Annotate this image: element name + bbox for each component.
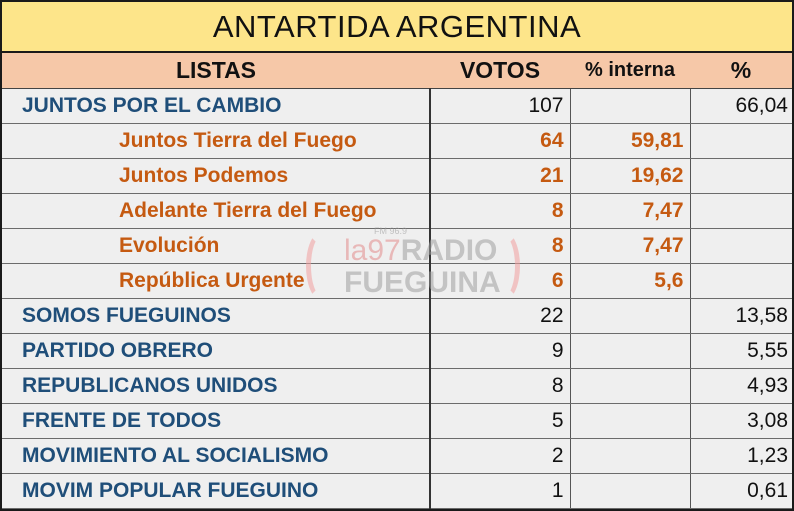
sublist-row: Adelante Tierra del Fuego 8 7,47	[2, 193, 792, 229]
col-header-listas: LISTAS	[2, 52, 430, 89]
list-name: SOMOS FUEGUINOS	[2, 298, 430, 334]
pct-value	[689, 123, 792, 159]
pct-value	[689, 158, 792, 194]
internal-pct-value: 59,81	[569, 123, 690, 159]
table-body: JUNTOS POR EL CAMBIO 107 66,04 Juntos Tierr…	[2, 88, 792, 509]
internal-pct-value	[569, 438, 690, 474]
pct-value: 4,93	[689, 368, 792, 404]
internal-pct-value	[569, 333, 690, 369]
internal-pct-value	[569, 403, 690, 439]
sublist-row: Evolución 8 7,47	[2, 228, 792, 264]
list-name: Juntos Podemos	[2, 158, 430, 194]
party-row: FRENTE DE TODOS 5 3,08	[2, 403, 792, 439]
col-header-interna: % interna	[570, 52, 690, 89]
votes-value: 8	[429, 228, 570, 264]
internal-pct-value: 7,47	[569, 193, 690, 229]
votes-value: 2	[429, 438, 570, 474]
list-name: MOVIMIENTO AL SOCIALISMO	[2, 438, 430, 474]
pct-value: 0,61	[689, 473, 792, 509]
header-row: LISTAS VOTOS % interna %	[2, 52, 792, 89]
party-row: MOVIMIENTO AL SOCIALISMO 2 1,23	[2, 438, 792, 474]
party-row: JUNTOS POR EL CAMBIO 107 66,04	[2, 88, 792, 124]
votes-value: 8	[429, 368, 570, 404]
sublist-row: Juntos Tierra del Fuego 64 59,81	[2, 123, 792, 159]
pct-value: 3,08	[689, 403, 792, 439]
votes-value: 8	[429, 193, 570, 229]
votes-value: 6	[429, 263, 570, 299]
list-name: JUNTOS POR EL CAMBIO	[2, 88, 430, 124]
votes-value: 5	[429, 403, 570, 439]
pct-value: 66,04	[689, 88, 792, 124]
internal-pct-value	[569, 473, 690, 509]
list-name: República Urgente	[2, 263, 430, 299]
votes-value: 1	[429, 473, 570, 509]
sublist-row: República Urgente 6 5,6	[2, 263, 792, 299]
list-name: REPUBLICANOS UNIDOS	[2, 368, 430, 404]
list-name: Juntos Tierra del Fuego	[2, 123, 430, 159]
party-row: PARTIDO OBRERO 9 5,55	[2, 333, 792, 369]
pct-value: 13,58	[689, 298, 792, 334]
party-row: SOMOS FUEGUINOS 22 13,58	[2, 298, 792, 334]
pct-value: 5,55	[689, 333, 792, 369]
votes-value: 21	[429, 158, 570, 194]
internal-pct-value	[569, 298, 690, 334]
party-row: MOVIM POPULAR FUEGUINO 1 0,61	[2, 473, 792, 509]
internal-pct-value: 7,47	[569, 228, 690, 264]
pct-value	[689, 193, 792, 229]
sublist-row: Juntos Podemos 21 19,62	[2, 158, 792, 194]
votes-value: 22	[429, 298, 570, 334]
list-name: PARTIDO OBRERO	[2, 333, 430, 369]
pct-value	[689, 263, 792, 299]
votes-value: 64	[429, 123, 570, 159]
votes-value: 9	[429, 333, 570, 369]
internal-pct-value	[569, 368, 690, 404]
internal-pct-value: 19,62	[569, 158, 690, 194]
internal-pct-value	[569, 88, 690, 124]
internal-pct-value: 5,6	[569, 263, 690, 299]
col-header-votos: VOTOS	[430, 52, 570, 89]
party-row: REPUBLICANOS UNIDOS 8 4,93	[2, 368, 792, 404]
list-name: MOVIM POPULAR FUEGUINO	[2, 473, 430, 509]
list-name: Adelante Tierra del Fuego	[2, 193, 430, 229]
votes-value: 107	[429, 88, 570, 124]
list-name: Evolución	[2, 228, 430, 264]
table-title: ANTARTIDA ARGENTINA	[2, 2, 792, 53]
col-header-pct: %	[690, 52, 792, 89]
list-name: FRENTE DE TODOS	[2, 403, 430, 439]
pct-value	[689, 228, 792, 264]
pct-value: 1,23	[689, 438, 792, 474]
